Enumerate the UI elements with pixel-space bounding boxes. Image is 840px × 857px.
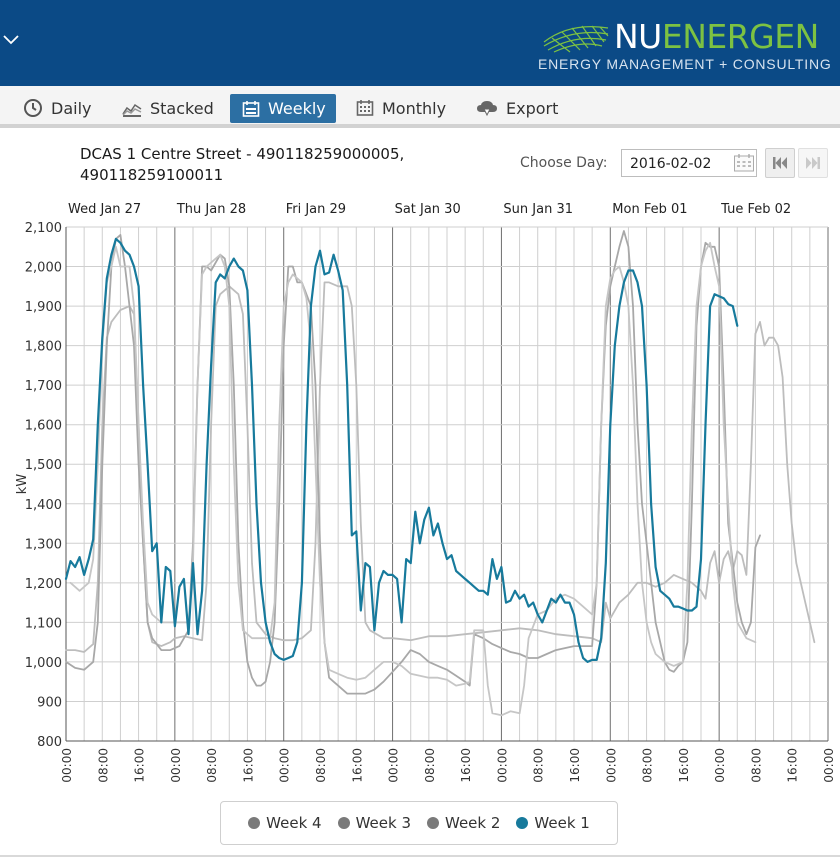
x-tick-label: 08:00	[314, 748, 328, 783]
calendar-month-icon	[356, 100, 374, 116]
y-tick-label: 800	[37, 735, 62, 750]
legend-label: Week 4	[266, 814, 322, 832]
day-label: Fri Jan 29	[286, 202, 346, 217]
previous-week-button[interactable]	[765, 148, 795, 178]
x-tick-label: 08:00	[532, 748, 546, 783]
tab-weekly[interactable]: Weekly	[230, 94, 336, 123]
date-picker	[621, 149, 757, 178]
y-tick-label: 1,300	[25, 537, 62, 552]
legend-marker	[427, 817, 439, 829]
y-tick-label: 1,500	[25, 458, 62, 473]
calendar-week-icon	[242, 100, 260, 117]
x-tick-label: 16:00	[568, 748, 582, 783]
logo-nu: NU	[614, 17, 662, 56]
y-tick-label: 1,600	[25, 419, 62, 434]
y-tick-label: 1,200	[25, 577, 62, 592]
x-tick-label: 08:00	[641, 748, 655, 783]
y-tick-label: 1,100	[25, 616, 62, 631]
x-tick-label: 08:00	[423, 748, 437, 783]
x-tick-label: 00:00	[822, 748, 836, 783]
legend-item[interactable]: Week 1	[516, 814, 590, 832]
x-tick-label: 16:00	[459, 748, 473, 783]
x-tick-label: 16:00	[350, 748, 364, 783]
clock-icon	[24, 99, 42, 117]
x-tick-label: 16:00	[133, 748, 147, 783]
tab-weekly-label: Weekly	[268, 99, 326, 118]
legend-item[interactable]: Week 4	[248, 814, 322, 832]
logo-tagline: ENERGY MANAGEMENT + CONSULTING	[538, 56, 832, 72]
legend-marker	[516, 817, 529, 829]
logo-wordmark: NUENERGEN	[614, 17, 819, 57]
day-label: Tue Feb 02	[720, 202, 791, 217]
x-tick-label: 00:00	[387, 748, 401, 783]
tab-stacked[interactable]: Stacked	[122, 93, 214, 123]
tab-daily[interactable]: Daily	[23, 93, 91, 123]
logo-energen: ENERGEN	[661, 17, 819, 56]
stacked-chart-icon	[122, 103, 142, 117]
y-tick-label: 1,400	[25, 498, 62, 513]
x-tick-label: 00:00	[278, 748, 292, 783]
legend-label: Week 2	[445, 814, 501, 832]
x-tick-label: 00:00	[713, 748, 727, 783]
x-tick-label: 16:00	[241, 748, 255, 783]
day-label: Thu Jan 28	[176, 202, 246, 217]
legend-label: Week 3	[355, 814, 411, 832]
skip-back-icon	[773, 157, 787, 169]
calendar-icon[interactable]	[733, 153, 755, 173]
series-line-week-1	[64, 237, 739, 663]
day-label: Wed Jan 27	[68, 202, 141, 217]
choose-day-label: Choose Day:	[520, 155, 608, 171]
tab-monthly[interactable]: Monthly	[356, 93, 446, 123]
x-tick-label: 00:00	[60, 748, 74, 783]
legend-item[interactable]: Week 2	[427, 814, 500, 832]
y-tick-label: 900	[37, 695, 62, 710]
legend-marker	[337, 817, 350, 829]
tab-export-label: Export	[506, 98, 559, 118]
day-label: Sun Jan 31	[503, 202, 573, 217]
tab-monthly-label: Monthly	[382, 98, 447, 118]
y-tick-label: 1,900	[25, 300, 62, 315]
x-tick-label: 08:00	[96, 748, 110, 783]
y-tick-label: 1,700	[25, 379, 62, 394]
footer-divider	[0, 855, 840, 857]
x-tick-label: 16:00	[677, 748, 691, 783]
cloud-download-icon	[477, 101, 497, 117]
y-tick-label: 2,100	[25, 221, 62, 236]
series-line-week-3	[65, 230, 761, 695]
series-line-week-2	[69, 241, 757, 717]
legend-label: Week 1	[534, 814, 590, 832]
tab-export[interactable]: Export	[476, 93, 558, 123]
series-line-week-4	[65, 281, 816, 653]
tab-daily-label: Daily	[51, 98, 92, 118]
skip-forward-icon	[806, 157, 820, 169]
date-input[interactable]	[622, 150, 740, 178]
legend-marker	[248, 817, 261, 829]
chevron-down-icon[interactable]	[2, 30, 20, 48]
day-label: Mon Feb 01	[612, 202, 687, 217]
app-header: NUENERGEN ENERGY MANAGEMENT + CONSULTING	[0, 0, 840, 86]
x-tick-label: 00:00	[604, 748, 618, 783]
x-tick-label: 00:00	[495, 748, 509, 783]
x-tick-label: 08:00	[749, 748, 763, 783]
tab-stacked-label: Stacked	[150, 98, 214, 118]
x-tick-label: 00:00	[169, 748, 183, 783]
y-axis-label: kW	[15, 474, 30, 495]
y-tick-label: 2,000	[25, 261, 62, 276]
meter-title-line-1: DCAS 1 Centre Street - 490118259000005,	[80, 145, 405, 163]
x-tick-label: 16:00	[786, 748, 800, 783]
next-week-button[interactable]	[798, 148, 828, 178]
meter-title: DCAS 1 Centre Street - 490118259000005, …	[80, 144, 404, 186]
chart-legend: Week 4 Week 3 Week 2 Week 1	[220, 801, 618, 845]
y-tick-label: 1,800	[25, 340, 62, 355]
x-tick-label: 08:00	[205, 748, 219, 783]
legend-item[interactable]: Week 3	[337, 814, 411, 832]
logo-mark-icon	[543, 25, 609, 53]
weekly-load-chart: 800 900 1,000 1,100 1,200 1,300 1,400 1,500 1,60…	[15, 202, 836, 783]
y-tick-label: 1,000	[25, 656, 62, 671]
view-toolbar: Daily Stacked Weekly Monthly	[0, 86, 840, 128]
day-label: Sat Jan 30	[395, 202, 461, 217]
meter-title-line-2: 490118259100011	[80, 166, 224, 184]
